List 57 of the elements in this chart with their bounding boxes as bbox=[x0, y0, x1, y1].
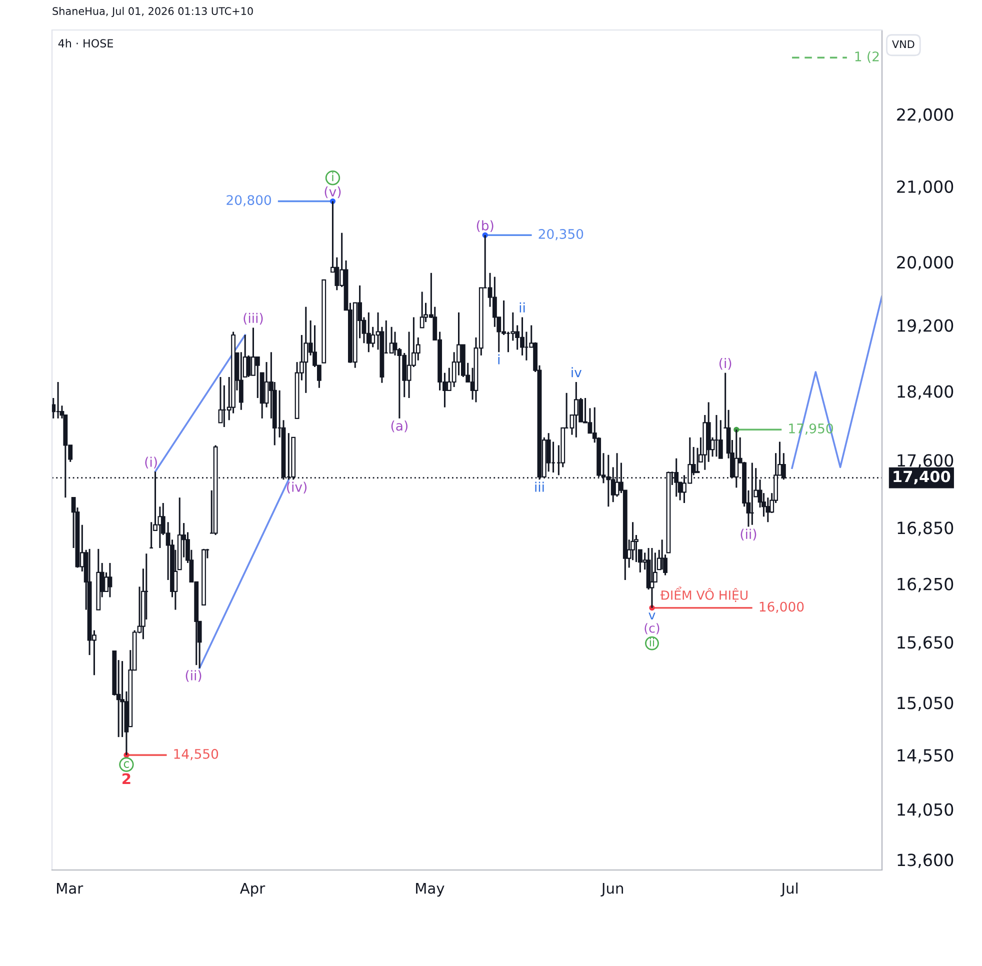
annotation: (b) bbox=[476, 220, 494, 232]
y-tick-label: 14,550 bbox=[898, 749, 954, 764]
annotation: (c) bbox=[644, 623, 660, 634]
line-series bbox=[791, 296, 882, 469]
candlestick bbox=[52, 397, 56, 420]
annotation: 14,550 bbox=[174, 748, 218, 760]
annotation: c bbox=[124, 761, 129, 768]
annotation: iii bbox=[535, 482, 544, 492]
y-axis-title: VND bbox=[892, 40, 914, 48]
annotation: i bbox=[332, 172, 334, 182]
annotation: (iv) bbox=[287, 482, 307, 494]
annotation: ii bbox=[520, 302, 525, 312]
annotation: v bbox=[648, 612, 656, 620]
annotation: 1 (2 bbox=[855, 51, 879, 63]
annotation: (i) bbox=[719, 358, 732, 370]
candlestick bbox=[766, 496, 770, 523]
y-tick-label: 14,050 bbox=[898, 803, 954, 818]
annotation: (ii) bbox=[740, 528, 756, 541]
annotation: 16,000 bbox=[760, 602, 804, 614]
text: 4h · HOSE bbox=[58, 38, 113, 48]
text: ShaneHua, Jul 01, 2026 01:13 UTC+10 bbox=[52, 6, 253, 17]
candlestick bbox=[366, 312, 371, 353]
candlestick bbox=[718, 419, 723, 460]
candlestick bbox=[218, 376, 223, 424]
annotation: (i) bbox=[145, 456, 157, 469]
y-tick-label: 19,200 bbox=[898, 319, 954, 334]
candlestick bbox=[420, 290, 424, 328]
annotation: 2 bbox=[122, 773, 130, 784]
x-tick-label: May bbox=[416, 882, 444, 897]
y-tick-label: 16,250 bbox=[898, 578, 954, 592]
y-tick-label: 16,850 bbox=[898, 522, 954, 536]
x-tick-label: Jun bbox=[600, 882, 623, 896]
candlestick bbox=[370, 326, 376, 348]
ref-line-label: 17,400 bbox=[894, 470, 950, 484]
y-tick-label: 13,600 bbox=[898, 854, 954, 868]
candlestick bbox=[108, 562, 112, 598]
y-tick-label: 18,400 bbox=[898, 385, 954, 400]
y-tick-label: 21,000 bbox=[897, 180, 954, 195]
x-tick-label: Jul bbox=[780, 882, 798, 896]
x-tick-label: Apr bbox=[240, 882, 266, 897]
annotation: ii bbox=[650, 638, 654, 646]
annotation: (v) bbox=[324, 186, 341, 198]
annotation: 20,350 bbox=[538, 228, 584, 240]
y-tick-label: 22,000 bbox=[897, 108, 954, 123]
annotation: ĐIỂM VÔ HIỆU bbox=[660, 586, 748, 602]
candlestick bbox=[238, 351, 244, 411]
y-tick-label: 15,050 bbox=[898, 696, 954, 711]
annotation: (a) bbox=[391, 420, 408, 432]
y-tick-label: 20,000 bbox=[897, 256, 954, 270]
annotation: i bbox=[498, 354, 500, 364]
y-tick-label: 15,650 bbox=[898, 636, 954, 650]
annotation: iv bbox=[572, 367, 582, 378]
annotation: (iii) bbox=[244, 312, 263, 325]
y-tick-label: 17,600 bbox=[898, 454, 954, 468]
annotation: 20,800 bbox=[226, 195, 271, 206]
annotation: (ii) bbox=[186, 670, 202, 682]
x-tick-label: Mar bbox=[57, 882, 84, 894]
